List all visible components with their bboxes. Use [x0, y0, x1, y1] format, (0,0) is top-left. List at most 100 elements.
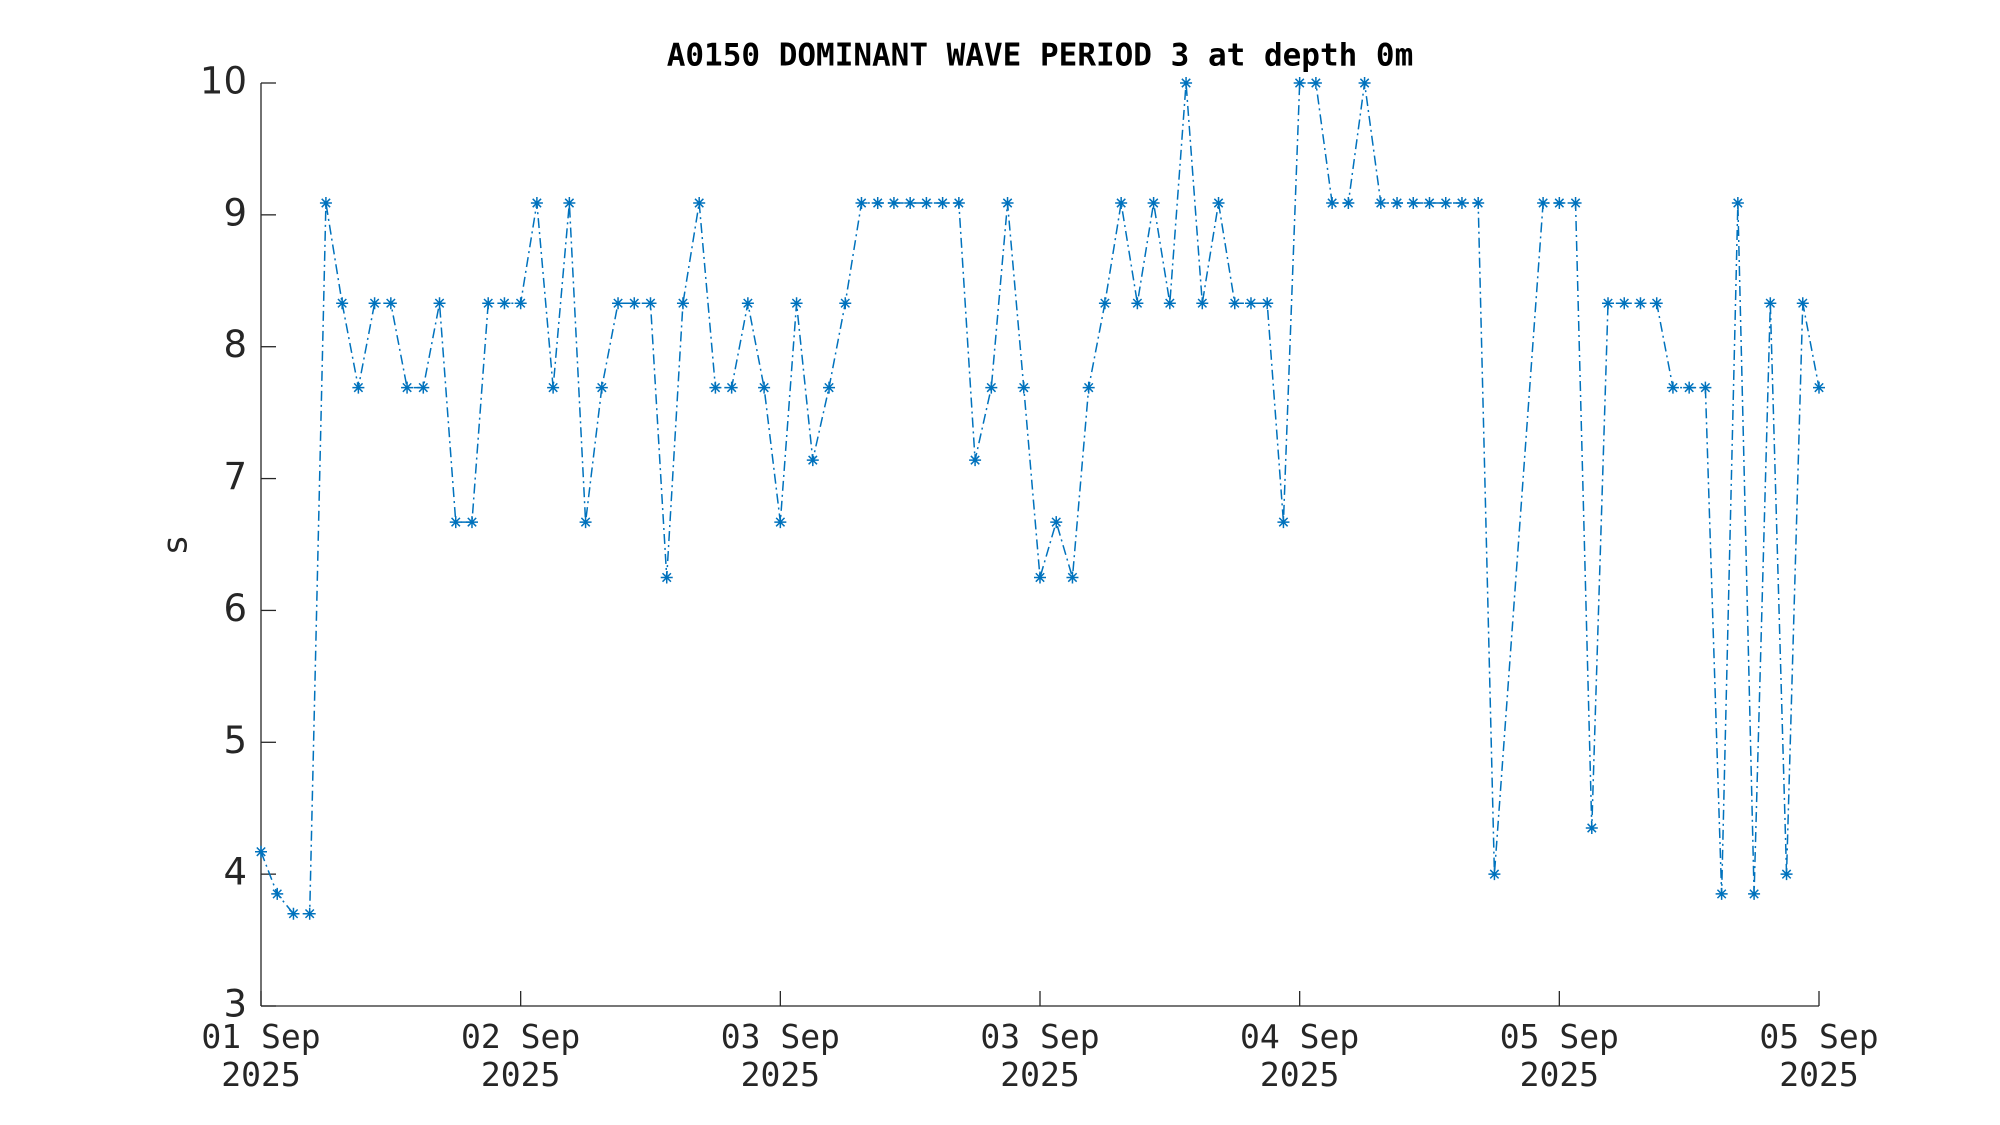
- data-point: [1407, 196, 1420, 209]
- data-point: [368, 297, 381, 310]
- data-point: [644, 297, 657, 310]
- x-tick-label: 03 Sep 2025: [980, 1017, 1099, 1094]
- data-point: [384, 297, 397, 310]
- data-point: [806, 454, 819, 467]
- data-point: [1001, 196, 1014, 209]
- y-tick-label: 4: [223, 851, 247, 894]
- data-point: [1796, 297, 1809, 310]
- data-point: [287, 907, 300, 920]
- data-point: [1553, 196, 1566, 209]
- data-point: [1261, 297, 1274, 310]
- data-point: [904, 196, 917, 209]
- x-tick-label: 03 Sep 2025: [721, 1017, 840, 1094]
- x-tick-label: 05 Sep 2025: [1759, 1017, 1878, 1094]
- data-point: [871, 196, 884, 209]
- data-point: [952, 196, 965, 209]
- data-point: [1715, 887, 1728, 900]
- x-tick-label: 05 Sep 2025: [1500, 1017, 1619, 1094]
- data-point: [1569, 196, 1582, 209]
- data-point: [1634, 297, 1647, 310]
- data-point: [936, 196, 949, 209]
- data-point: [1455, 196, 1468, 209]
- data-point: [1813, 381, 1825, 394]
- y-axis-label: s: [156, 536, 196, 554]
- data-point: [1391, 196, 1404, 209]
- data-point: [1699, 381, 1712, 394]
- data-point: [1748, 887, 1761, 900]
- data-point: [1439, 196, 1452, 209]
- data-point: [985, 381, 998, 394]
- data-point: [1212, 196, 1225, 209]
- data-point: [465, 516, 478, 529]
- data-point: [1180, 77, 1193, 89]
- data-point: [1098, 297, 1111, 310]
- data-point: [1017, 381, 1030, 394]
- data-point: [352, 381, 365, 394]
- data-point: [887, 196, 900, 209]
- data-point: [628, 297, 641, 310]
- data-point: [790, 297, 803, 310]
- data-point: [1082, 381, 1095, 394]
- data-point: [855, 196, 868, 209]
- data-point: [1034, 571, 1046, 584]
- data-point: [1147, 196, 1160, 209]
- data-point: [1683, 381, 1696, 394]
- x-tick-label: 02 Sep 2025: [461, 1017, 580, 1094]
- data-point: [319, 196, 332, 209]
- x-tick-label: 04 Sep 2025: [1240, 1017, 1359, 1094]
- data-point: [1342, 196, 1355, 209]
- data-point: [449, 516, 462, 529]
- data-point: [774, 516, 787, 529]
- data-point: [839, 297, 852, 310]
- y-tick-label: 5: [223, 719, 247, 762]
- y-tick-label: 7: [223, 455, 247, 498]
- data-point: [1764, 297, 1777, 310]
- y-tick-label: 10: [200, 60, 247, 103]
- data-point: [1309, 77, 1322, 89]
- data-point: [1115, 196, 1128, 209]
- data-point: [1602, 297, 1615, 310]
- data-point: [693, 196, 706, 209]
- data-point: [1244, 297, 1257, 310]
- data-point: [1537, 196, 1550, 209]
- data-point: [823, 381, 836, 394]
- data-point: [1277, 516, 1290, 529]
- data-point: [676, 297, 689, 310]
- chart-title: A0150 DOMINANT WAVE PERIOD 3 at depth 0m: [667, 38, 1414, 74]
- data-point: [498, 297, 511, 310]
- data-point: [709, 381, 722, 394]
- data-point: [1472, 196, 1485, 209]
- data-point: [514, 297, 527, 310]
- y-tick-label: 8: [223, 323, 247, 366]
- y-tick-label: 6: [223, 587, 247, 630]
- data-point: [1374, 196, 1387, 209]
- data-line: [260, 82, 1820, 915]
- data-point: [271, 887, 284, 900]
- data-point: [1163, 297, 1176, 310]
- data-point: [1731, 196, 1744, 209]
- data-point: [482, 297, 495, 310]
- data-point: [969, 454, 982, 467]
- data-point: [758, 381, 771, 394]
- data-point: [1650, 297, 1663, 310]
- data-point: [579, 516, 592, 529]
- data-point: [1066, 571, 1079, 584]
- data-point: [1666, 381, 1679, 394]
- data-point: [1326, 196, 1339, 209]
- data-point: [563, 196, 576, 209]
- y-tick-label: 9: [223, 191, 247, 234]
- data-point: [660, 571, 673, 584]
- data-point: [1228, 297, 1241, 310]
- data-point: [612, 297, 625, 310]
- y-tick-label: 3: [223, 983, 247, 1026]
- data-point: [920, 196, 933, 209]
- data-point: [255, 845, 267, 858]
- data-point: [303, 907, 316, 920]
- data-point: [595, 381, 608, 394]
- data-point: [1488, 868, 1501, 881]
- data-point: [1131, 297, 1144, 310]
- data-point: [1618, 297, 1631, 310]
- data-point: [1050, 516, 1063, 529]
- data-point: [336, 297, 349, 310]
